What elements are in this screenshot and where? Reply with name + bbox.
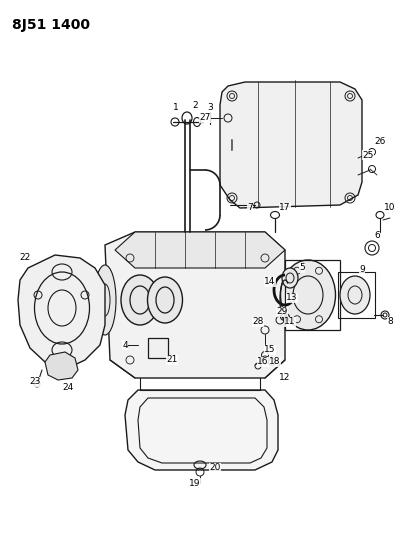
Text: 1: 1: [173, 103, 179, 112]
Polygon shape: [18, 255, 105, 368]
Text: 11: 11: [284, 318, 296, 327]
Polygon shape: [45, 352, 78, 380]
Ellipse shape: [340, 276, 370, 314]
Text: 24: 24: [62, 384, 74, 392]
Text: 21: 21: [166, 356, 178, 365]
Text: 3: 3: [207, 103, 213, 112]
Polygon shape: [125, 390, 278, 470]
Text: 25: 25: [362, 150, 374, 159]
Text: 9: 9: [359, 265, 365, 274]
Text: 5: 5: [299, 263, 305, 272]
Polygon shape: [148, 338, 168, 358]
Polygon shape: [220, 82, 362, 208]
Text: 7: 7: [247, 204, 253, 213]
Text: 8J51 1400: 8J51 1400: [12, 18, 90, 32]
Text: 14: 14: [264, 278, 276, 287]
Text: 2: 2: [192, 101, 198, 109]
Text: 15: 15: [264, 345, 276, 354]
Polygon shape: [105, 232, 285, 378]
Text: 10: 10: [384, 204, 396, 213]
Text: 23: 23: [29, 377, 41, 386]
Ellipse shape: [282, 268, 298, 288]
Text: 20: 20: [209, 464, 220, 472]
Text: 27: 27: [199, 114, 211, 123]
Text: 4: 4: [122, 341, 128, 350]
Text: 22: 22: [20, 254, 31, 262]
Ellipse shape: [148, 277, 183, 323]
Text: 28: 28: [252, 318, 264, 327]
Text: 29: 29: [276, 308, 288, 317]
Ellipse shape: [281, 260, 336, 330]
Text: 6: 6: [374, 230, 380, 239]
Text: 17: 17: [279, 204, 291, 213]
Ellipse shape: [94, 265, 116, 335]
Text: 12: 12: [279, 374, 291, 383]
Ellipse shape: [121, 275, 159, 325]
Text: 26: 26: [374, 138, 386, 147]
Text: 16: 16: [257, 358, 269, 367]
Polygon shape: [115, 232, 285, 268]
Text: 8: 8: [387, 318, 393, 327]
Text: 19: 19: [189, 479, 201, 488]
Text: 13: 13: [286, 294, 298, 303]
Text: 18: 18: [269, 358, 281, 367]
